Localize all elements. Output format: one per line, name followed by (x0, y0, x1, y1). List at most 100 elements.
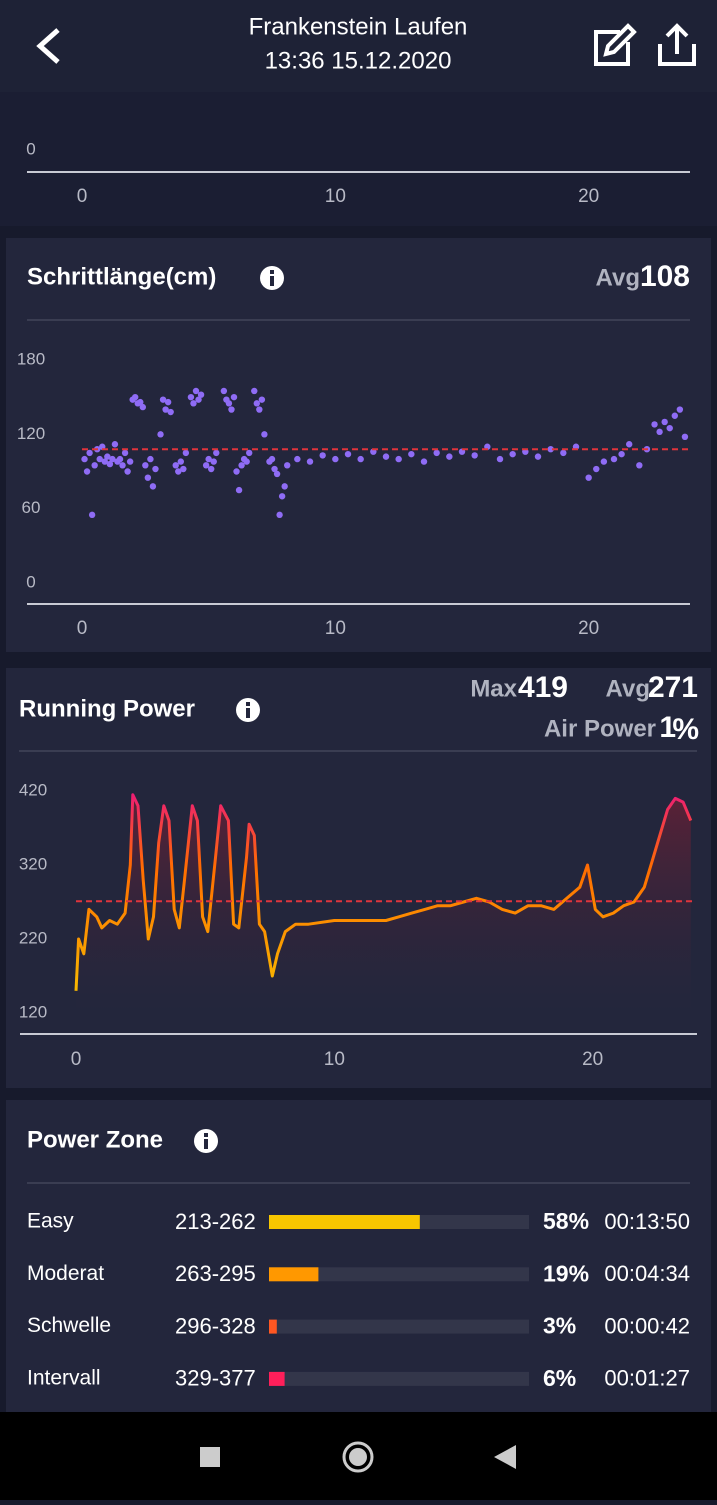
stride-point (159, 396, 167, 403)
stride-point (243, 458, 250, 465)
power-line (74, 793, 693, 991)
zone-range: 296-328 (175, 1313, 256, 1338)
zone-percent: 58% (543, 1208, 589, 1234)
zone-range: 213-262 (175, 1209, 256, 1234)
zone-track (269, 1371, 529, 1386)
stride-point (395, 455, 402, 463)
stride-point (246, 449, 253, 457)
stride-point (618, 450, 625, 458)
stride-point (152, 465, 159, 473)
zone-range: 263-295 (175, 1261, 256, 1286)
stride-point (104, 453, 111, 460)
y-tick-label: 0 (26, 139, 35, 158)
stride-point (137, 398, 144, 406)
stride-point (251, 387, 258, 395)
stride-point (408, 450, 415, 458)
y-tick-label: 120 (19, 1002, 47, 1021)
stride-point (228, 406, 235, 413)
air-power-label: Air Power (544, 715, 656, 742)
stride-point (261, 431, 268, 438)
zone-title: Power Zone (27, 1126, 163, 1153)
chart-title: Running Power (19, 695, 195, 722)
stride-point (205, 455, 212, 463)
stride-point (651, 421, 658, 428)
x-tick-label: 20 (582, 1049, 603, 1070)
y-tick-label: 220 (19, 928, 47, 947)
stride-point (661, 418, 668, 426)
stride-point (225, 400, 233, 407)
zone-card (6, 1100, 711, 1412)
stride-point (88, 511, 96, 519)
stride-point (676, 406, 684, 413)
stride-point (357, 455, 364, 463)
stride-point (220, 387, 228, 395)
stride-point (111, 441, 119, 448)
header-subtitle: 13:36 15.12.2020 (265, 47, 452, 74)
stride-point (167, 408, 174, 416)
info-icon-dot (204, 1133, 208, 1137)
stride-point (119, 462, 126, 469)
stride-point (344, 450, 352, 458)
stride-point (172, 462, 179, 469)
zone-bar (269, 1319, 277, 1334)
stride-point (139, 403, 146, 411)
stride-point (109, 455, 116, 463)
stride-point (382, 453, 390, 460)
stride-point (192, 387, 200, 395)
stride-point (96, 455, 103, 463)
y-tick-label: 120 (17, 424, 45, 443)
stride-point (666, 424, 673, 432)
share-button[interactable] (658, 23, 696, 66)
zone-bar (269, 1267, 319, 1282)
air-power-value: 1 (659, 711, 676, 744)
zone-time: 00:01:27 (604, 1366, 690, 1391)
stride-point (121, 449, 129, 457)
stride-point (235, 486, 243, 494)
y-tick-label: 60 (22, 498, 41, 517)
stride-point (213, 449, 220, 457)
nav-home[interactable] (342, 1441, 374, 1473)
x-tick-label: 10 (324, 1049, 345, 1070)
air-power-unit: % (672, 713, 699, 746)
stride-point (560, 449, 567, 457)
stride-point (180, 465, 187, 473)
stride-point (208, 465, 215, 473)
chart-title: Schrittlänge(cm) (27, 263, 216, 290)
avg-value: 271 (648, 671, 698, 704)
zone-time: 00:04:34 (604, 1261, 690, 1286)
zone-time: 00:00:42 (604, 1313, 690, 1338)
stride-point (101, 458, 109, 465)
nav-back[interactable] (494, 1445, 516, 1469)
stride-point (106, 460, 114, 468)
stride-point (86, 449, 93, 457)
stride-point (116, 455, 124, 463)
stride-point (144, 474, 152, 481)
stride-point (433, 449, 440, 457)
nav-recent[interactable] (200, 1447, 220, 1467)
x-tick-label: 0 (77, 618, 88, 639)
stride-point (294, 455, 301, 463)
edit-button[interactable] (594, 23, 637, 66)
stride-point (593, 465, 600, 473)
y-tick-label: 420 (19, 780, 47, 799)
info-icon-bar (246, 708, 250, 718)
zone-bar (269, 1371, 285, 1386)
stride-point (276, 511, 283, 519)
avg-label: Avg (596, 264, 640, 291)
back-button[interactable] (36, 28, 60, 64)
stride-point (238, 462, 245, 469)
zone-name: Moderat (27, 1262, 104, 1285)
stride-point (124, 468, 131, 475)
stride-point (202, 462, 210, 469)
stride-point (534, 453, 542, 460)
x-tick-label: 20 (578, 618, 599, 639)
stride-point (157, 431, 164, 438)
stride-point (210, 458, 217, 465)
stride-point (273, 470, 281, 478)
stride-point (175, 468, 182, 475)
info-icon-bar (270, 276, 274, 286)
stride-point (610, 455, 618, 463)
stride-point (164, 398, 172, 406)
stride-point (233, 468, 240, 475)
stride-point (258, 396, 266, 403)
